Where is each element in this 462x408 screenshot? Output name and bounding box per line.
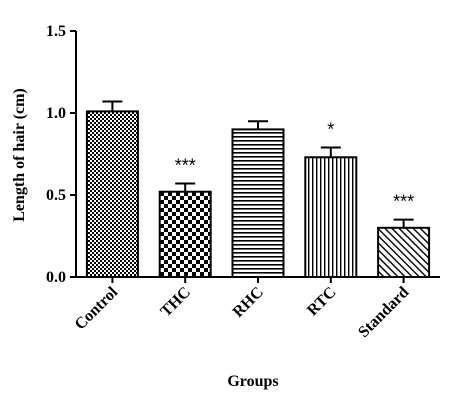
y-tick-label: 0.5	[46, 187, 66, 204]
y-tick-label: 0.0	[46, 269, 66, 286]
x-tick-label: Standard	[355, 284, 412, 341]
bar-control	[85, 110, 139, 278]
bar-rhc	[231, 128, 285, 278]
y-axis-title: Length of hair (cm)	[11, 88, 28, 221]
x-tick-label: Control	[72, 283, 122, 333]
bar-rtc	[304, 156, 358, 278]
x-axis-title: Groups	[227, 373, 278, 390]
y-tick-label: 1.0	[46, 105, 66, 122]
significance-label: *	[327, 119, 334, 139]
x-tick-label: THC	[157, 284, 194, 321]
significance-label: ***	[175, 156, 196, 176]
x-tick-label: RHC	[230, 284, 267, 321]
y-tick-label: 1.5	[46, 23, 66, 40]
plot-area: 0.0 0.5 1.0 1.5 Control *** THC RHC * RTC *** Stand…	[46, 23, 440, 341]
bar-standard	[377, 226, 431, 279]
x-tick-label: RTC	[304, 284, 340, 320]
bar-thc	[158, 190, 212, 278]
significance-label: ***	[393, 192, 414, 212]
